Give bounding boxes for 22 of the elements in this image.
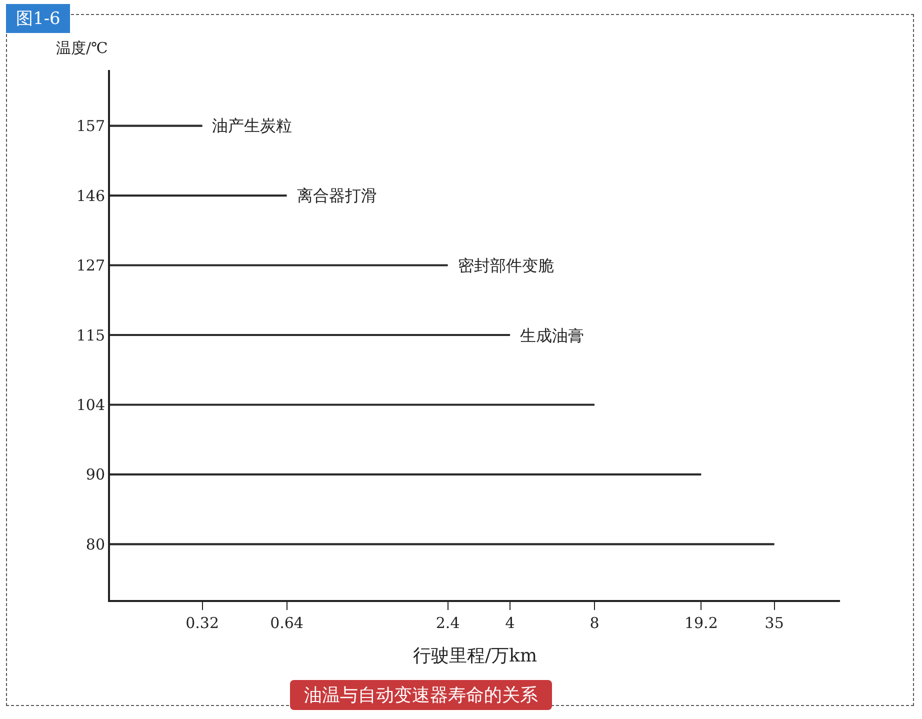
- x-tick-label: 19.2: [684, 614, 718, 632]
- annotation: 离合器打滑: [297, 186, 377, 205]
- chart-title: 图1-6: [6, 4, 70, 33]
- y-tick-label: 80: [86, 535, 105, 554]
- x-tick-label: 0.64: [270, 614, 304, 632]
- y-tick-label: 146: [76, 186, 105, 205]
- annotation: 生成油膏: [520, 326, 584, 345]
- annotation: 油产生炭粒: [212, 116, 292, 135]
- y-tick-label: 90: [86, 466, 105, 484]
- y-tick-label: 127: [76, 256, 105, 275]
- x-tick-label: 35: [764, 614, 784, 632]
- y-tick-label: 157: [76, 117, 105, 136]
- y-tick-label: 115: [76, 326, 105, 344]
- x-tick-label: 4: [505, 614, 515, 632]
- y-tick-label: 104: [76, 396, 105, 414]
- x-tick-label: 0.32: [186, 614, 220, 632]
- x-tick-label: 8: [590, 614, 600, 632]
- annotation: 密封部件变脆: [458, 256, 554, 275]
- text: 油温与自动变速器寿命的关系: [290, 680, 552, 710]
- x-axis-title: 行驶里程/万km: [412, 646, 538, 667]
- x-tick-label: 2.4: [436, 614, 460, 632]
- y-axis-title: 温度/℃: [56, 39, 108, 57]
